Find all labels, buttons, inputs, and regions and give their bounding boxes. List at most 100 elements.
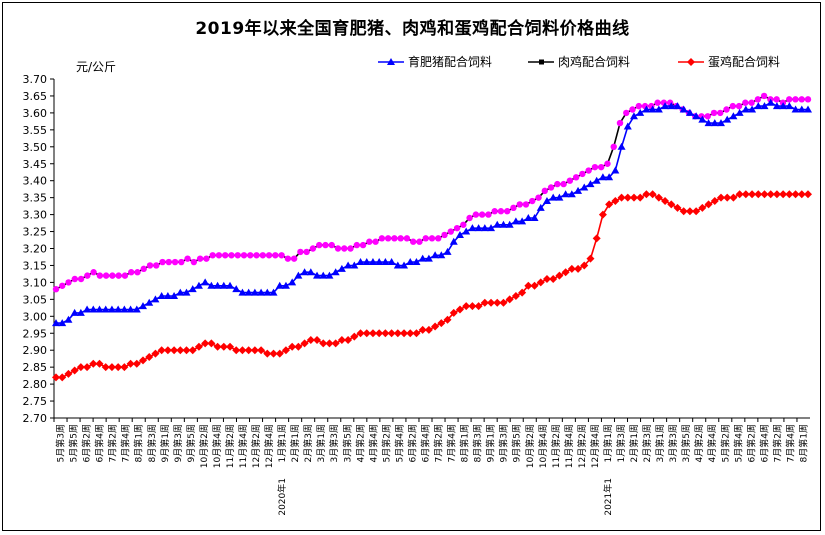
data-point [84, 272, 91, 279]
data-point [107, 305, 116, 313]
y-tick-label: 3.20 [23, 243, 48, 256]
data-point [95, 305, 104, 313]
data-point [554, 180, 561, 188]
data-point [741, 190, 750, 199]
data-point [536, 203, 545, 211]
data-point [219, 342, 228, 351]
data-point [511, 291, 520, 300]
data-point [331, 268, 340, 276]
data-point [146, 262, 154, 269]
data-point [661, 102, 670, 110]
data-point [542, 197, 551, 205]
data-point [247, 252, 254, 259]
y-axis-ticks: 2.70 2.75 2.80 2.85 2.90 2.95 3.00 3.05 3.10 3.15… [23, 73, 54, 425]
data-point [272, 252, 279, 259]
data-point [455, 230, 464, 238]
x-tick-label: 6月第4周 [758, 424, 770, 462]
data-point [325, 339, 334, 348]
series-broiler-feed [52, 92, 812, 293]
data-point [306, 268, 315, 276]
data-point [182, 346, 191, 355]
data-point [201, 339, 210, 348]
data-point [636, 108, 645, 116]
data-point [474, 224, 483, 232]
data-point [234, 252, 241, 259]
data-point [269, 288, 278, 296]
data-point [356, 258, 365, 266]
data-point [692, 112, 701, 120]
data-point [480, 224, 489, 232]
data-point [447, 228, 454, 235]
data-point [244, 346, 253, 355]
data-point [466, 214, 473, 222]
data-point [219, 281, 228, 289]
data-point [281, 346, 290, 355]
data-point [83, 363, 92, 372]
data-point [716, 119, 725, 127]
data-point [480, 298, 489, 307]
data-point [393, 261, 402, 269]
legend-label: 育肥猪配合饲料 [408, 54, 492, 69]
data-point [704, 200, 713, 209]
data-point [786, 96, 793, 103]
x-tick-label: 5月第4周 [393, 424, 405, 462]
data-point [157, 346, 166, 355]
x-tick-label: 12月第2周 [576, 424, 588, 468]
y-tick-label: 2.75 [23, 395, 48, 408]
data-point [190, 258, 198, 266]
series-layer-feed [52, 190, 812, 382]
data-point [163, 291, 172, 299]
data-point [760, 92, 768, 100]
data-point [635, 102, 642, 110]
data-point [182, 288, 191, 296]
data-point [535, 194, 542, 201]
data-point [424, 325, 433, 334]
legend-item: 肉鸡配合饲料 [528, 54, 630, 69]
data-point [785, 190, 794, 199]
data-point [524, 281, 533, 290]
data-point [418, 325, 427, 334]
legend-marker [687, 58, 695, 66]
data-point [754, 190, 763, 199]
data-point [201, 278, 210, 286]
data-point [121, 272, 129, 279]
data-point [567, 190, 576, 198]
data-point [366, 238, 373, 245]
data-point [64, 369, 73, 378]
x-tick-label: 11月第4周 [563, 424, 575, 468]
data-point [491, 208, 498, 215]
data-point [384, 235, 392, 242]
data-point [422, 235, 429, 242]
data-point [368, 258, 377, 266]
data-point [89, 305, 98, 313]
series-pig-feed [52, 98, 812, 327]
data-point [362, 258, 371, 266]
data-point [403, 235, 411, 242]
data-point [580, 183, 589, 191]
data-point [90, 269, 97, 276]
y-tick-label: 2.95 [23, 327, 48, 340]
x-tick-label: 1月第3周 [615, 424, 627, 462]
data-point [300, 268, 309, 276]
data-point [449, 308, 458, 317]
data-point [598, 173, 607, 181]
data-point [710, 119, 719, 127]
data-point [586, 254, 595, 263]
data-point [410, 238, 417, 245]
data-point [437, 319, 446, 328]
data-point [760, 102, 769, 110]
x-tick-label: 2月第3周 [302, 424, 314, 462]
data-point [362, 329, 371, 338]
data-point [504, 208, 511, 215]
data-point [334, 245, 342, 252]
data-point [96, 272, 104, 279]
x-tick-label: 4月第2周 [354, 424, 366, 462]
data-point [748, 99, 755, 106]
data-point [798, 96, 805, 103]
data-point [760, 190, 769, 199]
data-point [748, 105, 757, 113]
x-tick-label: 10月第4周 [211, 424, 223, 468]
x-tick-label: 5月第3周 [55, 424, 67, 462]
x-tick-label: 11月第4周 [237, 424, 249, 468]
